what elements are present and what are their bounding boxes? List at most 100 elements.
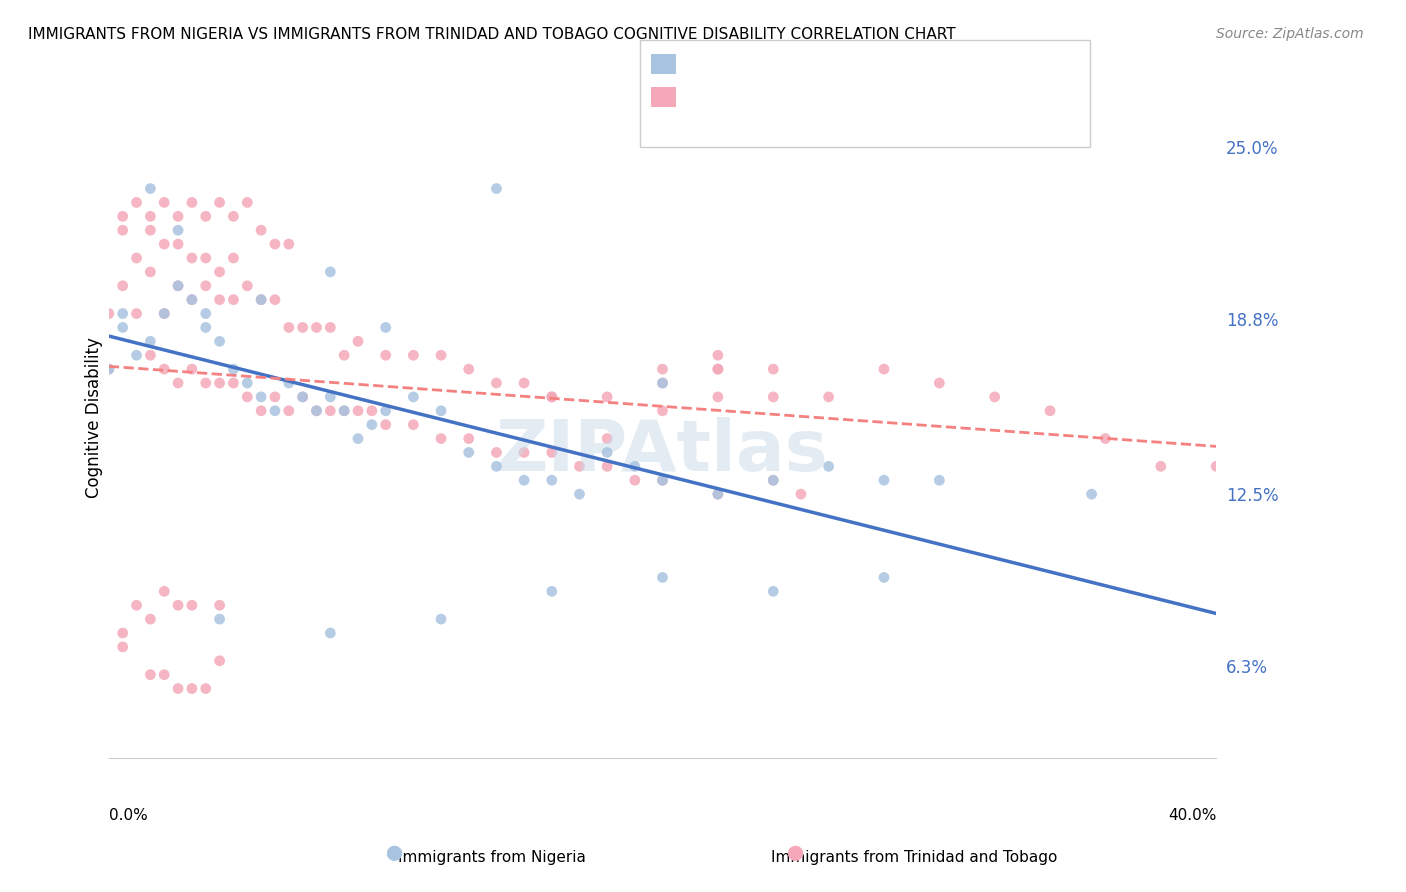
Point <box>513 473 536 487</box>
Point <box>97 362 120 376</box>
Text: ⬤: ⬤ <box>786 846 803 861</box>
Point <box>319 320 342 334</box>
Point <box>291 320 314 334</box>
Point <box>568 487 591 501</box>
Point <box>264 390 287 404</box>
Point <box>139 181 162 195</box>
Point <box>167 210 190 224</box>
Point <box>236 278 259 293</box>
Point <box>222 251 245 265</box>
Point <box>111 210 134 224</box>
Point <box>762 362 785 376</box>
Point <box>180 251 202 265</box>
Point <box>513 376 536 390</box>
Point <box>194 251 217 265</box>
Point <box>873 570 896 584</box>
Point <box>457 362 479 376</box>
Point <box>139 348 162 362</box>
Point <box>651 570 673 584</box>
Point <box>928 473 950 487</box>
Point <box>305 320 328 334</box>
Text: N =  53: N = 53 <box>907 62 965 78</box>
Point <box>167 681 190 696</box>
Point <box>153 195 176 210</box>
Point <box>236 376 259 390</box>
Point <box>125 348 148 362</box>
Text: Immigrants from Nigeria: Immigrants from Nigeria <box>398 850 586 865</box>
Point <box>180 681 202 696</box>
Point <box>180 599 202 613</box>
Point <box>111 307 134 321</box>
Point <box>319 265 342 279</box>
Point <box>180 362 202 376</box>
Point <box>540 390 562 404</box>
Point <box>707 390 730 404</box>
Point <box>485 459 508 474</box>
Text: Immigrants from Trinidad and Tobago: Immigrants from Trinidad and Tobago <box>770 850 1057 865</box>
Point <box>319 390 342 404</box>
Point <box>568 459 591 474</box>
Point <box>153 307 176 321</box>
Text: IMMIGRANTS FROM NIGERIA VS IMMIGRANTS FROM TRINIDAD AND TOBAGO COGNITIVE DISABIL: IMMIGRANTS FROM NIGERIA VS IMMIGRANTS FR… <box>28 27 956 42</box>
Point <box>651 362 673 376</box>
Point <box>347 404 370 418</box>
Point <box>111 278 134 293</box>
Point <box>402 390 425 404</box>
Point <box>513 445 536 459</box>
Text: 40.0%: 40.0% <box>1168 808 1216 823</box>
Point <box>194 681 217 696</box>
Point <box>125 307 148 321</box>
Point <box>430 612 453 626</box>
Point <box>153 362 176 376</box>
Point <box>762 584 785 599</box>
Point <box>430 404 453 418</box>
Point <box>208 599 231 613</box>
Point <box>222 362 245 376</box>
Point <box>485 181 508 195</box>
Point <box>125 599 148 613</box>
Point <box>277 404 299 418</box>
Point <box>153 237 176 252</box>
Point <box>97 307 120 321</box>
Point <box>139 223 162 237</box>
Point <box>222 293 245 307</box>
Point <box>762 473 785 487</box>
Point <box>707 362 730 376</box>
Point <box>430 432 453 446</box>
Point <box>333 348 356 362</box>
Point <box>651 404 673 418</box>
Point <box>360 404 382 418</box>
Point <box>194 278 217 293</box>
Point <box>180 293 202 307</box>
Point <box>180 195 202 210</box>
Point <box>707 487 730 501</box>
Point <box>111 626 134 640</box>
Text: R =  -0.172: R = -0.172 <box>685 95 772 111</box>
Point <box>139 667 162 681</box>
Point <box>208 265 231 279</box>
Text: Source: ZipAtlas.com: Source: ZipAtlas.com <box>1216 27 1364 41</box>
Text: ⬤: ⬤ <box>385 846 402 861</box>
Point <box>208 654 231 668</box>
Point <box>167 237 190 252</box>
Point <box>250 390 273 404</box>
Point <box>651 376 673 390</box>
Point <box>125 195 148 210</box>
Point <box>208 334 231 349</box>
Point <box>624 459 647 474</box>
Point <box>167 376 190 390</box>
Text: N = 114: N = 114 <box>907 95 970 111</box>
Point <box>873 362 896 376</box>
Point <box>374 404 396 418</box>
Point <box>1039 404 1062 418</box>
Point <box>707 487 730 501</box>
Point <box>374 320 396 334</box>
Point <box>1094 432 1116 446</box>
Point <box>707 348 730 362</box>
Point <box>153 307 176 321</box>
Point <box>596 445 619 459</box>
Point <box>333 404 356 418</box>
Point <box>707 362 730 376</box>
Point <box>457 432 479 446</box>
Point <box>305 404 328 418</box>
